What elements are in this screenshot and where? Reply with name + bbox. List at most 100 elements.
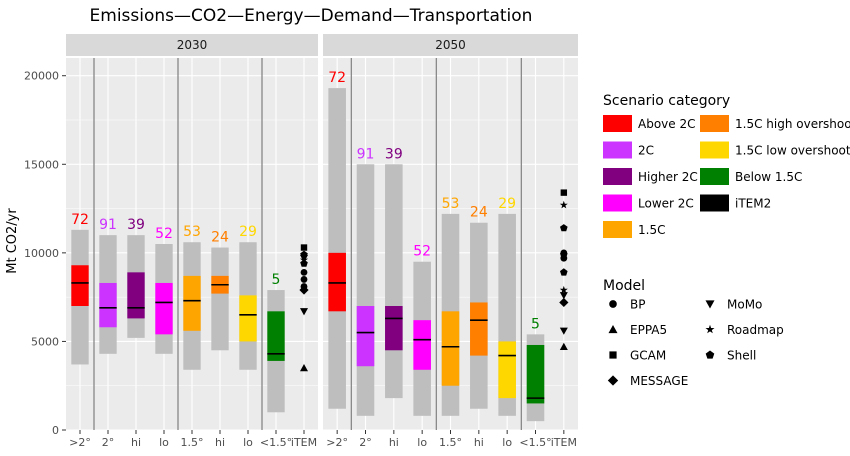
legend-scenario-label: Higher 2C [638, 170, 698, 184]
legend-swatch [700, 194, 729, 212]
legend-swatch [700, 115, 729, 132]
model-marker-momo [559, 327, 568, 335]
legend-scenario-label: Lower 2C [638, 197, 694, 211]
count-label: 53 [183, 224, 201, 240]
legend-model-label: MoMo [727, 298, 762, 312]
legend-model-label: Shell [727, 349, 756, 363]
x-tick-label: 1.5° [181, 436, 204, 449]
x-tick-label: <1.5° [519, 436, 551, 449]
count-label: 29 [239, 224, 257, 240]
range-bar-iqr [385, 306, 403, 351]
panel-strip-label: 2030 [177, 38, 208, 52]
model-marker-roadmap [559, 200, 568, 209]
legend-scenario-title: Scenario category [603, 93, 730, 109]
legend-swatch [700, 141, 729, 159]
model-marker-message [299, 285, 309, 295]
count-label: 52 [413, 244, 431, 260]
count-label: 24 [211, 230, 229, 246]
x-tick-label: 1.5° [439, 436, 462, 449]
x-tick-label: <1.5° [260, 436, 292, 449]
legend-model-label: Roadmap [727, 323, 784, 337]
x-tick-label: >2° [326, 436, 348, 449]
range-bar-iqr [99, 282, 117, 328]
panel-strip [66, 34, 318, 56]
legend-model-label: MESSAGE [630, 374, 688, 388]
x-tick-label: >2° [69, 436, 91, 449]
model-marker-momo [300, 308, 308, 316]
count-label: 53 [442, 196, 460, 212]
x-tick-label: hi [215, 436, 225, 449]
y-tick-label: 20000 [24, 70, 59, 83]
range-bar-iqr [183, 275, 201, 331]
x-tick-label: iTEM [551, 436, 577, 449]
model-marker-shell [300, 250, 308, 258]
count-label: 24 [470, 205, 488, 221]
x-tick-label: hi [131, 436, 141, 449]
legend-model-symbol [705, 300, 715, 309]
model-marker-gcam [560, 189, 568, 196]
y-tick-label: 5000 [31, 335, 59, 348]
x-tick-label: lo [502, 436, 512, 449]
range-bar-iqr [526, 344, 545, 404]
model-marker-bp [300, 268, 308, 276]
panel-2050: 2050 72 91 39 52 53 24 29 5 >2° 2° hi lo 1.5° hi lo <1.5… [323, 34, 578, 449]
count-label: 72 [71, 212, 89, 228]
count-label: 91 [99, 217, 117, 233]
range-bar-iqr [71, 265, 89, 306]
x-tick-label: iTEM [291, 436, 317, 449]
legend-scenario-label: Above 2C [638, 117, 695, 131]
x-tick-label: 2° [102, 436, 115, 449]
legend-model-symbol [705, 324, 715, 334]
range-bar-full [328, 88, 346, 409]
model-marker-eppa5 [559, 342, 568, 350]
y-tick-label: 15000 [24, 158, 59, 171]
panel-2030: 2030 72 91 39 52 53 24 29 5 >2° 2° hi lo 1.5° hi lo <1.5… [66, 34, 318, 449]
legend-scenario-label: iTEM2 [735, 197, 771, 211]
range-bar-iqr [127, 272, 145, 319]
count-label: 5 [531, 316, 540, 332]
model-marker-shell [300, 259, 308, 267]
legend-swatch [603, 115, 632, 132]
panel-strip [323, 34, 578, 56]
legend-swatch [603, 194, 632, 212]
range-bar-iqr [413, 320, 431, 370]
model-marker-shell [560, 250, 568, 258]
legend-model-symbol [608, 325, 618, 334]
y-axis-label: Mt CO2/yr [5, 208, 20, 274]
range-bar-full [385, 164, 403, 399]
legend-model-symbol [705, 350, 715, 359]
panels: 0 5000 10000 15000 20000 2030 72 91 39 52 53 24 29 5 >… [24, 34, 578, 449]
legend-swatch [603, 141, 632, 159]
y-tick-label: 0 [52, 424, 59, 437]
legend-scenario-label: Below 1.5C [735, 170, 802, 184]
range-bar-iqr [155, 282, 173, 335]
legend-model-label: BP [630, 298, 645, 312]
chart-title: Emissions—CO2—Energy—Demand—Transportati… [90, 6, 533, 26]
legend-swatch [700, 168, 729, 185]
range-bar-iqr [239, 295, 257, 342]
model-marker-gcam [300, 244, 308, 251]
count-label: 39 [385, 146, 403, 162]
model-marker-bp [300, 276, 308, 283]
range-bar-iqr [441, 311, 460, 386]
range-bar-iqr [267, 311, 285, 361]
count-label: 39 [127, 217, 145, 233]
range-bar-iqr [328, 252, 346, 312]
legend-scenario-label: 1.5C high overshoot [735, 117, 850, 131]
legend-model-title: Model [603, 278, 645, 294]
legend-scenario-label: 1.5C low overshoot [735, 144, 850, 158]
x-tick-label: lo [417, 436, 427, 449]
count-label: 52 [155, 226, 173, 242]
x-tick-label: hi [389, 436, 399, 449]
range-bar-iqr [470, 302, 488, 356]
model-marker-momo [559, 292, 568, 300]
legend-scenario-label: 1.5C [638, 223, 665, 237]
count-label: 5 [272, 272, 281, 288]
legend-swatch [603, 221, 632, 238]
x-tick-label: lo [159, 436, 169, 449]
x-tick-label: 2° [359, 436, 372, 449]
legend-model-symbol [609, 351, 617, 359]
y-tick-label: 10000 [24, 247, 59, 260]
count-label: 91 [357, 146, 375, 162]
